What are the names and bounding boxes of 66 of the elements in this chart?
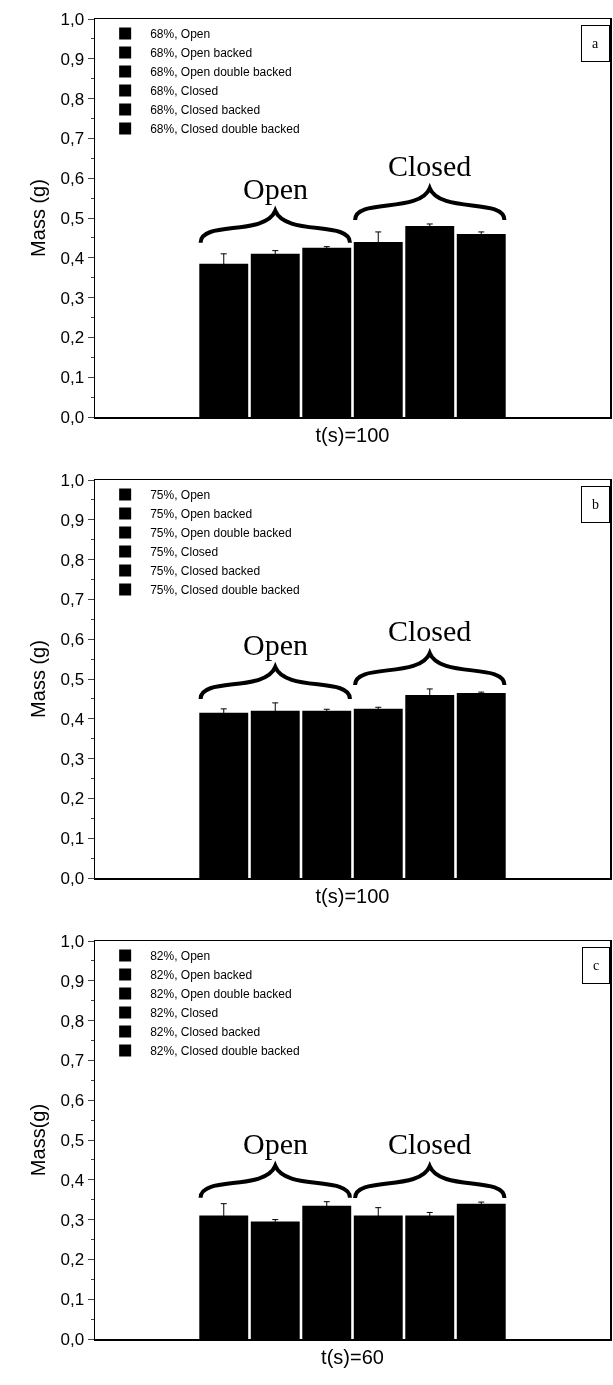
y-tick-label: 0,1 (60, 368, 85, 388)
y-tick-label: 0,2 (60, 328, 85, 348)
y-tick-label: 0,7 (60, 129, 85, 149)
y-tick-label: 0,8 (60, 89, 85, 109)
y-tick-label: 0,6 (60, 1091, 85, 1111)
legend-label: 75%, Open (150, 488, 211, 503)
y-tick-label: 0,4 (60, 248, 85, 268)
y-tick-label: 0,5 (60, 208, 85, 228)
y-tick-label: 0,5 (60, 669, 85, 689)
legend-label: 75%, Open backed (150, 507, 253, 522)
y-tick-label: 0,9 (60, 510, 85, 530)
y-tick-label: 0,0 (60, 868, 85, 888)
annotation: a (592, 36, 599, 51)
y-tick-label: 0,9 (60, 971, 85, 991)
y-tick-label: 0,7 (60, 1051, 85, 1071)
legend-label: 82%, Closed (150, 1006, 219, 1021)
y-tick-label: 1,0 (60, 931, 85, 951)
legend-label: 75%, Closed double backed (150, 583, 300, 598)
legend-label: 82%, Closed double backed (150, 1044, 300, 1059)
y-tick-label: 0,1 (60, 1290, 85, 1310)
annotation: Open (243, 628, 308, 661)
legend-label: 75%, Closed backed (150, 564, 261, 579)
x-axis-title: t(s)=100 (315, 424, 390, 447)
x-axis-title: t(s)=60 (321, 1346, 384, 1369)
y-tick-label: 0,6 (60, 630, 85, 650)
y-tick-label: 1,0 (60, 470, 85, 490)
y-tick-label: 0,1 (60, 829, 85, 849)
y-tick-label: 0,3 (60, 288, 85, 308)
y-tick-label: 0,3 (60, 749, 85, 769)
y-tick-label: 1,0 (60, 9, 85, 29)
y-tick-label: 0,7 (60, 590, 85, 610)
legend-label: 75%, Open double backed (150, 526, 292, 541)
annotation: Closed (388, 149, 472, 182)
y-tick-label: 0,2 (60, 789, 85, 809)
y-tick-label: 0,8 (60, 1011, 85, 1031)
y-tick-label: 0,8 (60, 550, 85, 570)
legend-label: 68%, Closed double backed (150, 122, 300, 137)
y-tick-label: 0,4 (60, 1170, 85, 1190)
legend-label: 75%, Closed (150, 545, 219, 560)
annotation: Open (243, 172, 308, 205)
legend-label: 68%, Closed (150, 84, 219, 99)
y-tick-label: 0,0 (60, 407, 85, 427)
y-tick-label: 0,0 (60, 1329, 85, 1349)
legend-label: 68%, Open backed (150, 46, 253, 61)
legend-label: 68%, Open double backed (150, 65, 292, 80)
annotation: Closed (388, 614, 472, 647)
legend-label: 82%, Closed backed (150, 1025, 261, 1040)
y-tick-label: 0,9 (60, 49, 85, 69)
legend-label: 82%, Open (150, 949, 211, 964)
annotation: b (592, 497, 599, 512)
legend-label: 68%, Closed backed (150, 103, 261, 118)
y-tick-label: 0,2 (60, 1250, 85, 1270)
y-axis-title: Mass (g) (26, 640, 49, 718)
legend-label: 68%, Open (150, 27, 211, 42)
annotation: Closed (388, 1127, 472, 1160)
x-axis-title: t(s)=100 (315, 885, 390, 908)
y-tick-label: 0,3 (60, 1210, 85, 1230)
annotation: Open (243, 1127, 308, 1160)
y-tick-label: 0,5 (60, 1130, 85, 1150)
annotation: c (593, 958, 600, 973)
y-tick-label: 0,4 (60, 709, 85, 729)
y-axis-title: Mass(g) (26, 1103, 49, 1177)
legend-label: 82%, Open double backed (150, 987, 292, 1002)
legend-label: 82%, Open backed (150, 968, 253, 983)
y-axis-title: Mass (g) (26, 179, 49, 257)
y-tick-label: 0,6 (60, 169, 85, 189)
